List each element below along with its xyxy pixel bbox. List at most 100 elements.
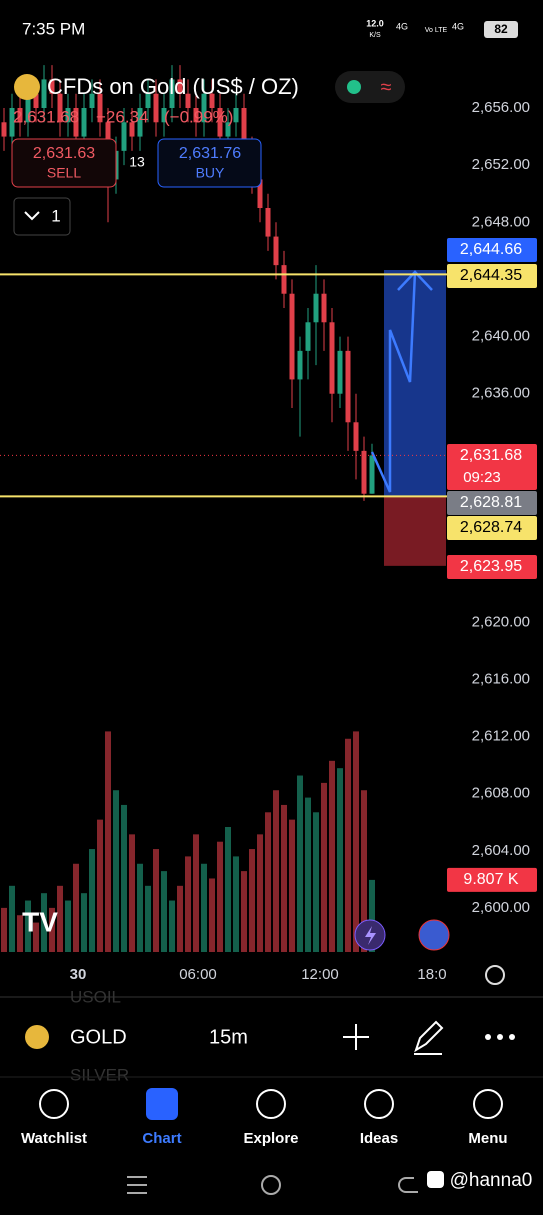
recents[interactable] bbox=[127, 1176, 147, 1194]
nav-label[interactable]: Watchlist bbox=[21, 1130, 87, 1147]
volume-bar bbox=[369, 879, 375, 952]
volume-bar bbox=[217, 841, 223, 952]
price-label-bg bbox=[447, 444, 537, 490]
nav-label[interactable]: Explore bbox=[243, 1130, 298, 1147]
tv-logo: TV bbox=[22, 906, 58, 937]
candle-body bbox=[185, 93, 191, 108]
y-tick-label: 2,608.00 bbox=[472, 785, 530, 802]
candle-body bbox=[329, 322, 335, 394]
status-dot bbox=[347, 80, 361, 94]
candle-body bbox=[1, 122, 7, 137]
draw-button[interactable] bbox=[414, 1020, 444, 1055]
symbol[interactable]: GOLD bbox=[70, 1026, 127, 1048]
toolbar bbox=[0, 1003, 543, 1067]
nav-label[interactable]: Ideas bbox=[360, 1130, 398, 1147]
volume-bar bbox=[73, 863, 79, 952]
net-unit: K/S bbox=[369, 32, 381, 39]
price-label-bg bbox=[447, 238, 537, 262]
chevron bbox=[24, 211, 40, 221]
volume-bar bbox=[177, 885, 183, 952]
candle-body bbox=[33, 93, 39, 108]
net-speed: 12.0 bbox=[366, 18, 384, 28]
candle-body bbox=[169, 79, 175, 108]
candle-body bbox=[97, 93, 103, 123]
volume-bar bbox=[305, 797, 311, 952]
gold-icon bbox=[25, 1025, 49, 1049]
buy-button[interactable] bbox=[157, 138, 262, 188]
candle-body bbox=[89, 93, 95, 108]
sell-button[interactable] bbox=[11, 138, 117, 188]
volume-bar bbox=[241, 871, 247, 952]
candle-body bbox=[193, 108, 199, 123]
add-button[interactable] bbox=[343, 1024, 369, 1050]
y-tick-label: 2,612.00 bbox=[472, 728, 530, 745]
volume-bar bbox=[33, 922, 39, 952]
battery bbox=[484, 21, 518, 38]
plot: 2,656.002,652.002,648.002,644.002,640.00… bbox=[0, 65, 537, 983]
candle-body bbox=[209, 93, 215, 108]
last-price: 2,631.68 bbox=[13, 107, 79, 126]
candle-body bbox=[49, 79, 55, 94]
spread: 13 bbox=[129, 154, 145, 170]
price-label: 2,628.74 bbox=[460, 519, 522, 536]
volume-bar bbox=[9, 885, 15, 952]
volume-bar bbox=[137, 863, 143, 952]
volume-bar bbox=[25, 900, 31, 952]
market-status[interactable] bbox=[335, 71, 405, 103]
ghost-symbol: SILVER bbox=[70, 1065, 129, 1084]
stop-zone bbox=[384, 496, 446, 566]
volume-bar bbox=[105, 731, 111, 952]
profit-zone bbox=[384, 270, 446, 497]
nav-icon[interactable] bbox=[256, 1089, 286, 1119]
volume-bar bbox=[289, 819, 295, 952]
volume-bar bbox=[337, 768, 343, 952]
indicator-count: 1 bbox=[51, 206, 60, 225]
candle-body bbox=[201, 93, 207, 123]
volume-bar bbox=[313, 812, 319, 952]
more-button[interactable] bbox=[485, 1034, 515, 1040]
calendar-flag[interactable] bbox=[418, 919, 450, 951]
volume-bar bbox=[17, 915, 23, 952]
price-label: 2,644.66 bbox=[460, 241, 522, 258]
volume-bar bbox=[257, 834, 263, 952]
y-tick-label: 2,604.00 bbox=[472, 842, 530, 859]
candle-body bbox=[41, 79, 47, 108]
candle-body bbox=[129, 122, 135, 137]
settings-icon[interactable] bbox=[485, 965, 505, 985]
nav-icon[interactable] bbox=[473, 1089, 503, 1119]
watermark: @hanna0 bbox=[450, 1170, 533, 1191]
indicators-toggle[interactable] bbox=[13, 197, 71, 236]
nav-label[interactable]: Chart bbox=[142, 1130, 181, 1147]
candle-body bbox=[353, 422, 359, 451]
candle-body bbox=[73, 108, 79, 137]
candle-body bbox=[313, 293, 319, 323]
nav-label[interactable]: Menu bbox=[468, 1130, 507, 1147]
volume-bar bbox=[225, 827, 231, 952]
sell-price: 2,631.63 bbox=[33, 145, 95, 162]
candle-body bbox=[25, 93, 31, 123]
candle-body bbox=[161, 108, 167, 123]
candle-body bbox=[273, 236, 279, 266]
nav-icon[interactable] bbox=[364, 1089, 394, 1119]
candle-body bbox=[121, 122, 127, 151]
nav-icon[interactable] bbox=[146, 1088, 178, 1120]
candle-body bbox=[217, 108, 223, 137]
candle-body bbox=[57, 93, 63, 123]
y-tick-label: 2,656.00 bbox=[472, 99, 530, 116]
price-label: 2,631.68 bbox=[460, 447, 522, 464]
interval[interactable]: 15m bbox=[209, 1026, 248, 1048]
price-label-bg bbox=[447, 516, 537, 540]
lightning-icon bbox=[365, 926, 376, 945]
price-label: 2,644.35 bbox=[460, 267, 522, 284]
fb-icon bbox=[427, 1171, 444, 1188]
status-icon: ≈ bbox=[381, 76, 392, 98]
volume-bar bbox=[345, 738, 351, 952]
home[interactable] bbox=[261, 1175, 281, 1195]
volume-label-bg bbox=[447, 867, 537, 892]
nav-icon[interactable] bbox=[39, 1089, 69, 1119]
back[interactable] bbox=[398, 1177, 418, 1193]
symbol-title[interactable]: CFDs on Gold (US$ / OZ) bbox=[47, 74, 299, 99]
candle-body bbox=[137, 108, 143, 137]
